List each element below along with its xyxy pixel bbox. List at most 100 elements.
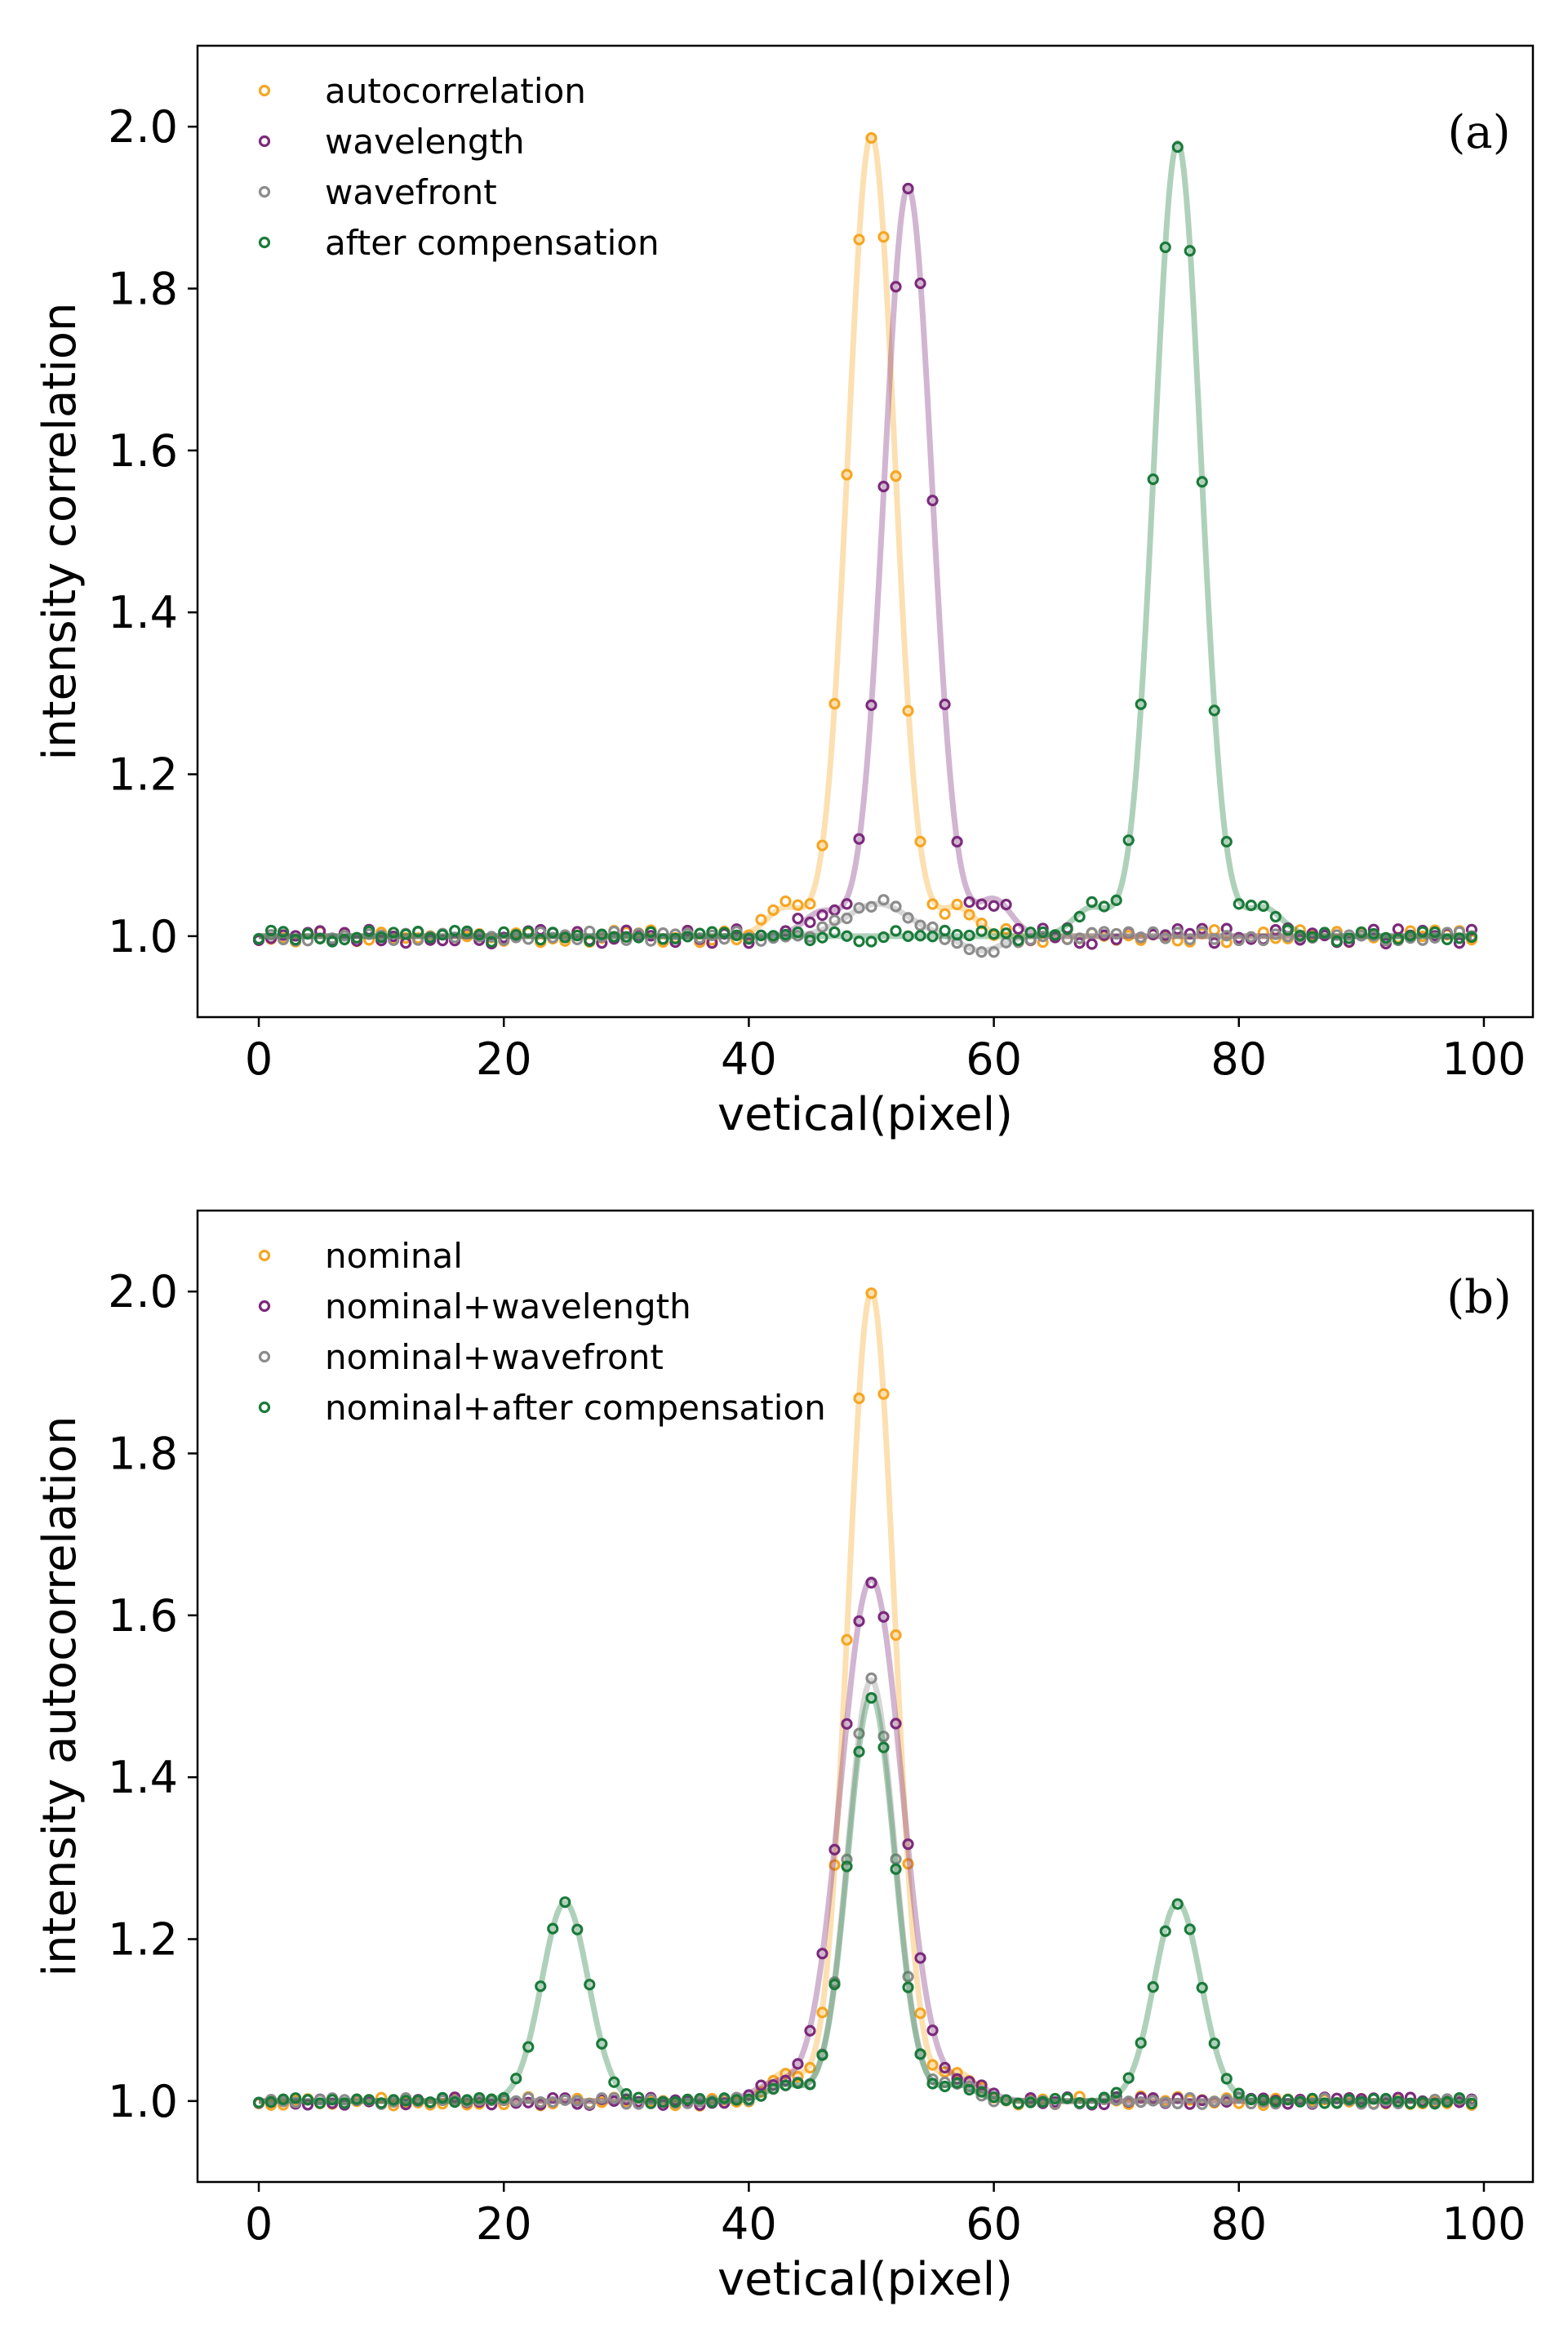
data-point [264,924,278,937]
data-point [1135,2096,1147,2109]
legend-entry: nominal+after compensation [325,1388,826,1428]
data-point [633,2098,645,2110]
data-point [1000,2094,1012,2106]
data-point [1465,2097,1478,2110]
data-point [865,900,877,913]
data-point [963,909,975,921]
data-point [486,2093,498,2105]
data-point [767,904,780,917]
data-point [682,931,694,943]
data-point [780,2074,792,2086]
data-point [890,1718,902,1730]
data-point [486,931,498,943]
data-point [363,2094,375,2106]
data-point [1441,927,1454,939]
data-point [1073,932,1086,944]
data-point [1453,926,1466,938]
data-point [535,2096,547,2109]
data-point [1098,900,1110,913]
data-point [252,933,265,945]
data-point [1233,934,1245,947]
data-point [657,933,669,945]
data-point [853,833,865,845]
data-point [767,2082,780,2095]
x-tick-label: 0 [245,2198,273,2250]
data-point [620,2088,633,2100]
data-point [1159,241,1171,254]
data-point [780,895,792,908]
data-point [1343,932,1355,944]
data-point [1257,2094,1269,2106]
data-point [1061,2092,1073,2104]
data-point [914,919,926,931]
x-tick-label: 80 [1210,1033,1267,1085]
data-point [877,1731,890,1743]
data-point [718,933,731,945]
data-point [1453,937,1466,949]
data-point [975,925,988,937]
data-point [865,699,877,711]
data-point [1012,922,1024,935]
data-point [571,1923,584,1935]
data-point [877,931,890,944]
data-point [1086,895,1098,909]
y-axis-label: intensity autocorrelation [33,1415,87,1976]
data-point [400,931,412,944]
data-point [1257,934,1269,947]
series-line-3 [257,900,1473,954]
data-point [510,2095,522,2107]
data-point [743,2093,755,2105]
data-point [865,935,877,948]
data-point [816,2049,828,2061]
data-point [522,933,535,945]
data-point [1355,2095,1367,2108]
data-point [865,1672,877,1684]
data-point [1171,141,1184,153]
data-point [902,912,914,924]
data-point [301,2094,314,2106]
data-point [363,925,375,937]
data-point [301,935,314,947]
data-point [1392,933,1404,945]
data-point [1122,926,1135,938]
legend-entry: after compensation [325,223,660,263]
data-point [877,231,890,243]
data-point [951,836,963,848]
data-point [853,1727,865,1740]
data-point [498,2091,510,2104]
data-point [926,2024,939,2037]
data-point [780,928,792,941]
data-point [571,2095,584,2107]
legend: autocorrelation wavelength wavefront after … [258,71,660,263]
data-point [1245,2097,1257,2110]
data-point [596,2037,608,2050]
data-point [1110,2086,1122,2099]
data-point [473,928,486,941]
axes-frame [196,44,1535,1019]
data-point [902,930,914,942]
data-point [620,2093,633,2105]
legend-entry: nominal [325,1236,463,1276]
data-point [1306,2097,1318,2109]
data-point [289,2092,302,2104]
data-point [890,1629,902,1642]
legend-marker [258,135,271,148]
data-point [755,935,767,947]
data-point [939,2061,951,2074]
data-point [816,931,828,944]
data-point [1024,927,1037,939]
data-point [890,900,902,913]
data-point [522,2091,535,2104]
data-point [865,131,877,144]
y-tick-label: 1.4 [108,587,178,638]
data-point [547,927,559,939]
data-point [902,1858,914,1870]
data-point [645,2093,657,2105]
x-axis-label: vetical(pixel) [717,2253,1013,2306]
data-point [289,930,302,942]
data-point [816,1948,828,1960]
data-point [645,2097,657,2109]
data-point [939,2076,951,2088]
data-point [1147,473,1159,486]
data-point [841,930,853,942]
